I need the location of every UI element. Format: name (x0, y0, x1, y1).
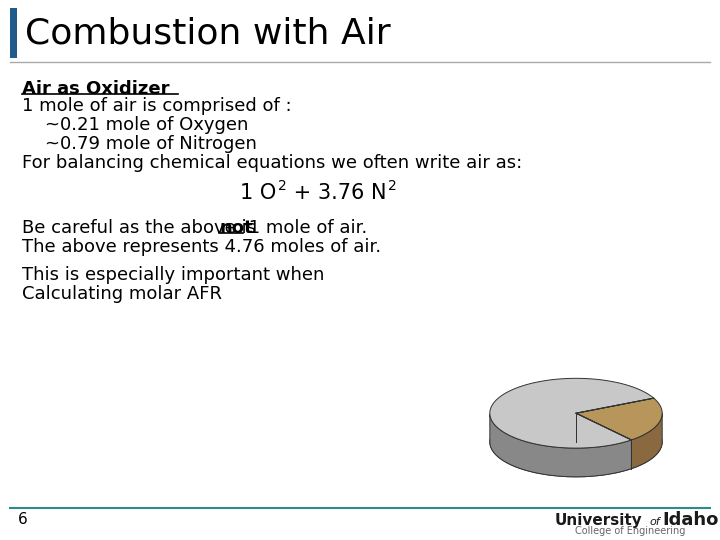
Text: 1 O: 1 O (240, 183, 276, 203)
Text: 1 mole of air is comprised of :: 1 mole of air is comprised of : (22, 97, 292, 115)
Text: Be careful as the above is: Be careful as the above is (22, 219, 262, 237)
Text: 2: 2 (388, 179, 397, 193)
Text: not: not (219, 219, 253, 237)
Text: Combustion with Air: Combustion with Air (25, 16, 391, 50)
Text: + 3.76 N: + 3.76 N (287, 183, 387, 203)
Polygon shape (631, 413, 662, 469)
Polygon shape (490, 414, 631, 477)
Text: of: of (649, 517, 660, 527)
Ellipse shape (490, 407, 662, 477)
Text: The above represents 4.76 moles of air.: The above represents 4.76 moles of air. (22, 238, 381, 256)
Text: This is especially important when: This is especially important when (22, 266, 325, 284)
Text: Calculating molar AFR: Calculating molar AFR (22, 285, 222, 303)
Polygon shape (576, 398, 662, 440)
Text: ~0.79 mole of Nitrogen: ~0.79 mole of Nitrogen (22, 135, 257, 153)
Bar (10, 8, 17, 58)
Text: 6: 6 (18, 512, 28, 528)
Text: Air as Oxidizer: Air as Oxidizer (22, 80, 169, 98)
Polygon shape (490, 379, 654, 448)
Text: For balancing chemical equations we often write air as:: For balancing chemical equations we ofte… (22, 154, 522, 172)
Text: University: University (555, 512, 643, 528)
Text: College of Engineering: College of Engineering (575, 526, 685, 536)
Text: ~0.21 mole of Oxygen: ~0.21 mole of Oxygen (22, 116, 248, 134)
Text: 2: 2 (278, 179, 287, 193)
Text: 1 mole of air.: 1 mole of air. (243, 219, 367, 237)
Text: Idaho: Idaho (662, 511, 719, 529)
